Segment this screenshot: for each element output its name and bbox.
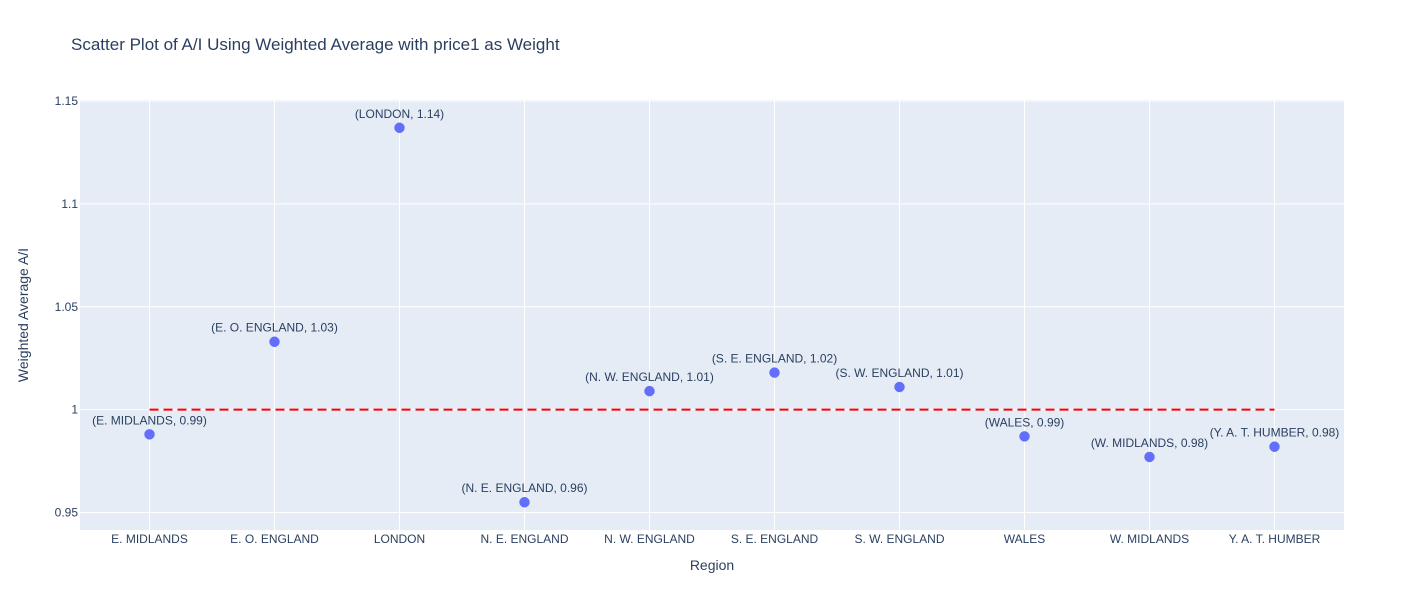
y-axis-title: Weighted Average A/I [15, 248, 31, 382]
data-point [394, 122, 405, 134]
data-label: (S. W. ENGLAND, 1.01) [835, 366, 963, 380]
data-label: (N. W. ENGLAND, 1.01) [585, 370, 714, 384]
data-label: (N. E. ENGLAND, 0.96) [461, 481, 587, 495]
y-tick-labels: 0.95 1 1.05 1.1 1.15 [55, 94, 79, 519]
data-label: (W. MIDLANDS, 0.98) [1091, 436, 1208, 450]
x-tick-label: S. W. ENGLAND [854, 532, 944, 546]
data-point [894, 381, 905, 393]
x-tick-labels: E. MIDLANDS E. O. ENGLAND LONDON N. E. ENGL… [111, 532, 1320, 546]
x-tick-label: N. E. ENGLAND [480, 532, 568, 546]
x-tick-label: W. MIDLANDS [1110, 532, 1189, 546]
data-point [1144, 451, 1155, 463]
data-point [769, 367, 780, 378]
x-tick-label: LONDON [374, 532, 425, 546]
y-tick-label: 1.05 [55, 300, 79, 314]
data-point [644, 385, 655, 397]
x-tick-label: WALES [1004, 532, 1046, 546]
chart-title: Scatter Plot of A/I Using Weighted Avera… [71, 35, 560, 54]
x-axis-title: Region [690, 557, 734, 573]
data-labels: (E. MIDLANDS, 0.99) (E. O. ENGLAND, 1.03)… [92, 107, 1339, 495]
x-tick-label: S. E. ENGLAND [731, 532, 819, 546]
data-label: (Y. A. T. HUMBER, 0.98) [1210, 426, 1340, 440]
data-label: (S. E. ENGLAND, 1.02) [712, 352, 837, 366]
x-tick-label: N. W. ENGLAND [604, 532, 695, 546]
y-tick-label: 1.15 [55, 94, 79, 108]
data-label: (E. O. ENGLAND, 1.03) [211, 321, 338, 335]
data-label: (WALES, 0.99) [985, 415, 1065, 429]
data-label: (LONDON, 1.14) [355, 107, 444, 121]
y-tick-label: 1 [71, 403, 78, 417]
x-tick-label: Y. A. T. HUMBER [1229, 532, 1321, 546]
data-point [269, 336, 280, 347]
y-tick-label: 1.1 [61, 197, 78, 211]
data-point [144, 429, 155, 440]
data-point [1019, 431, 1030, 442]
data-label: (E. MIDLANDS, 0.99) [92, 413, 207, 427]
y-tick-label: 0.95 [55, 506, 79, 520]
data-point [519, 496, 530, 508]
x-tick-label: E. MIDLANDS [111, 532, 188, 546]
plot-area [80, 100, 1344, 530]
data-points [144, 122, 1280, 508]
x-tick-label: E. O. ENGLAND [230, 532, 319, 546]
data-point [1269, 441, 1280, 452]
